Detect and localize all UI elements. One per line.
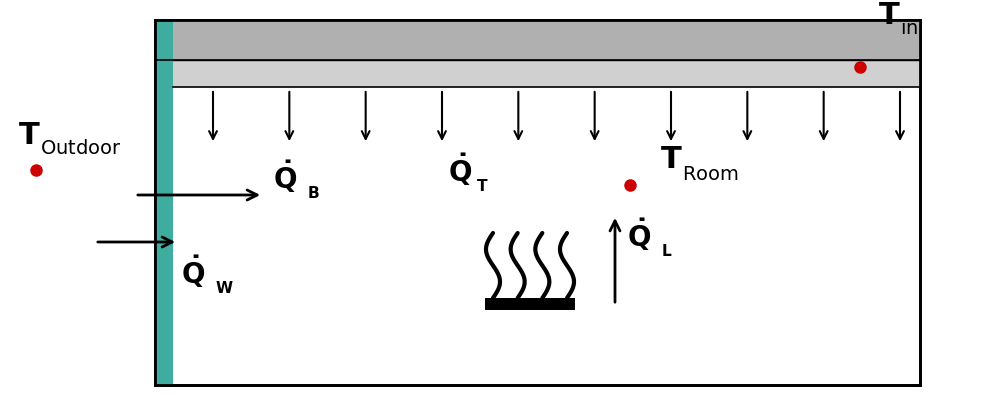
Text: $\mathbf{\dot{Q}}$: $\mathbf{\dot{Q}}$ <box>627 217 651 253</box>
Text: $\mathbf{T}$: $\mathbf{T}$ <box>660 145 683 175</box>
Bar <box>155 20 920 60</box>
Text: $\mathbf{_L}$: $\mathbf{_L}$ <box>661 239 673 259</box>
Text: $\mathbf{\dot{Q}}$: $\mathbf{\dot{Q}}$ <box>273 159 297 195</box>
Text: $\mathbf{T}$: $\mathbf{T}$ <box>18 121 41 149</box>
Text: $\mathbf{_T}$: $\mathbf{_T}$ <box>476 174 489 194</box>
Text: $\mathrm{Outdoor}$: $\mathrm{Outdoor}$ <box>40 139 122 158</box>
Text: $\mathrm{Room}$: $\mathrm{Room}$ <box>682 164 739 183</box>
Bar <box>173 60 920 87</box>
Text: $\mathbf{\dot{Q}}$: $\mathbf{\dot{Q}}$ <box>181 254 206 290</box>
Text: $\mathbf{\dot{Q}}$: $\mathbf{\dot{Q}}$ <box>448 152 472 188</box>
Text: $\mathbf{T}$: $\mathbf{T}$ <box>878 0 901 30</box>
Text: $\mathbf{_B}$: $\mathbf{_B}$ <box>307 181 320 201</box>
Bar <box>155 20 920 385</box>
Text: $\mathrm{in}$: $\mathrm{in}$ <box>900 19 918 38</box>
Bar <box>155 20 173 385</box>
Text: $\mathbf{_W}$: $\mathbf{_W}$ <box>215 276 234 296</box>
Bar <box>485 298 575 310</box>
